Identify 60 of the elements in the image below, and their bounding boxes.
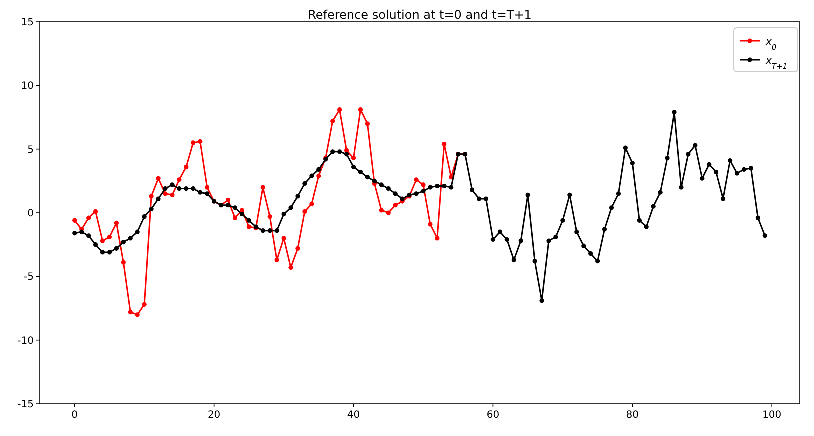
point bbox=[428, 222, 433, 227]
point bbox=[226, 198, 231, 203]
point bbox=[100, 238, 106, 244]
point bbox=[338, 108, 342, 112]
point bbox=[170, 192, 175, 198]
point bbox=[288, 265, 294, 270]
point bbox=[135, 312, 140, 318]
y-tick-label: -5 bbox=[24, 272, 34, 284]
point bbox=[330, 119, 336, 124]
point bbox=[191, 140, 196, 146]
x-tick-label: 100 bbox=[762, 410, 782, 421]
point bbox=[442, 142, 447, 147]
point bbox=[86, 216, 92, 220]
point bbox=[393, 203, 398, 208]
point bbox=[184, 164, 189, 170]
x-tick-label: 80 bbox=[626, 410, 640, 421]
point bbox=[114, 220, 119, 226]
point bbox=[142, 302, 147, 307]
point bbox=[296, 246, 300, 251]
y-tick-label: 5 bbox=[28, 144, 34, 156]
point bbox=[121, 260, 126, 265]
point bbox=[128, 310, 133, 315]
y-tick-label: -15 bbox=[18, 400, 34, 410]
point bbox=[268, 214, 272, 220]
x-tick-label: 40 bbox=[347, 410, 360, 421]
point bbox=[386, 210, 391, 216]
point bbox=[274, 258, 280, 262]
point bbox=[379, 208, 384, 213]
point bbox=[351, 156, 356, 161]
point bbox=[358, 108, 364, 112]
point bbox=[205, 185, 210, 190]
y-tick-label: -10 bbox=[18, 336, 34, 347]
point bbox=[316, 174, 322, 178]
point bbox=[421, 182, 426, 188]
point bbox=[72, 218, 78, 223]
point bbox=[149, 194, 154, 199]
point bbox=[310, 202, 314, 206]
point bbox=[246, 224, 252, 230]
y-tick-label: 10 bbox=[21, 81, 34, 92]
x-tick-label: 0 bbox=[72, 410, 78, 421]
point bbox=[177, 178, 182, 182]
point bbox=[435, 236, 440, 241]
point bbox=[365, 122, 370, 126]
legend-label: x$_{0}$ bbox=[765, 37, 777, 52]
chart-title: Reference solution at t=0 and t=T+1 bbox=[308, 8, 532, 22]
point bbox=[232, 216, 238, 220]
point bbox=[163, 192, 168, 196]
x-tick-label: 60 bbox=[486, 410, 500, 421]
point bbox=[260, 185, 266, 190]
point bbox=[282, 236, 286, 241]
y-tick-label: 0 bbox=[28, 208, 34, 220]
y-tick-label: 15 bbox=[21, 18, 34, 28]
point bbox=[198, 139, 203, 144]
point bbox=[302, 209, 308, 214]
x-tick-label: 20 bbox=[208, 410, 221, 421]
point bbox=[93, 209, 98, 214]
point bbox=[414, 178, 419, 182]
point bbox=[156, 176, 161, 181]
point bbox=[107, 234, 112, 240]
legend-label: x$_{T+1}$ bbox=[765, 56, 788, 70]
